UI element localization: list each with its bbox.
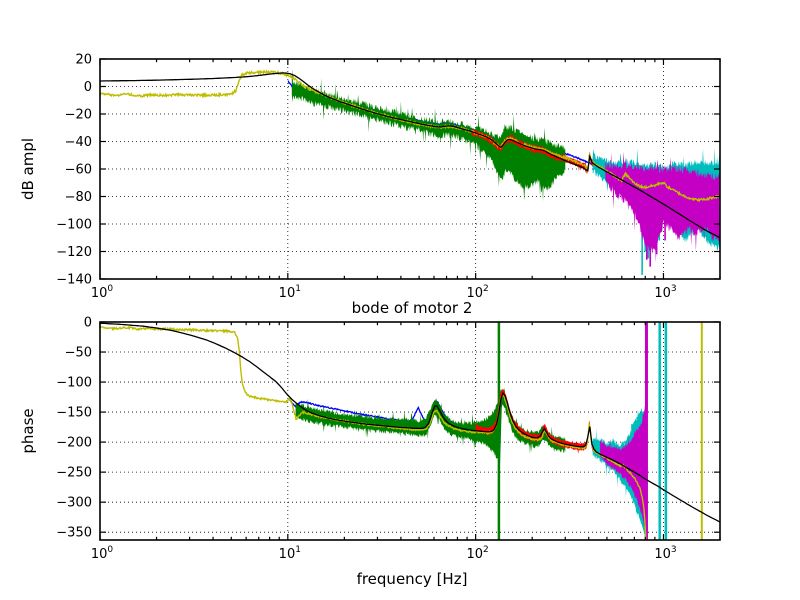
- magnitude-xtick-label: 102: [466, 284, 488, 301]
- phase-ticks: [99, 321, 721, 540]
- magnitude-axis-label: dB ampl: [19, 138, 37, 200]
- phase-ytick-label: −150: [56, 406, 92, 421]
- magnitude-ytick-label: −40: [65, 135, 92, 150]
- phase-xtick-label: 101: [279, 545, 301, 562]
- phase-ytick-label: −50: [65, 346, 92, 361]
- phase-series-run-magenta: [600, 322, 648, 540]
- magnitude-ytick-label: −60: [65, 163, 92, 178]
- chart-title: bode of motor 2: [352, 299, 473, 317]
- magnitude-series-run-magenta: [605, 151, 720, 267]
- phase-ytick-label: −200: [56, 436, 92, 451]
- magnitude-ytick-label: −100: [56, 218, 92, 233]
- magnitude-ytick-label: 20: [75, 53, 92, 68]
- magnitude-xtick-label: 100: [91, 284, 114, 301]
- x-axis-label: frequency [Hz]: [357, 570, 468, 588]
- phase-ytick-label: −100: [56, 376, 92, 391]
- phase-xtick-label: 100: [91, 545, 114, 562]
- phase-ytick-label: −300: [56, 496, 92, 511]
- phase-series-run-cyan: [592, 322, 668, 540]
- phase-spines: [99, 321, 721, 541]
- phase-series-run-green: [295, 322, 566, 540]
- phase-ytick-label: −250: [56, 466, 92, 481]
- magnitude-series-model-black: [100, 72, 720, 239]
- phase-xtick-label: 102: [466, 545, 488, 562]
- magnitude-ytick-label: −20: [65, 108, 92, 123]
- phase-series-model-black: [100, 322, 720, 523]
- magnitude-ytick-label: −140: [56, 273, 92, 288]
- phase-ytick-label: −350: [56, 526, 92, 541]
- phase-xtick-label: 103: [654, 545, 676, 562]
- magnitude-ytick-label: −80: [65, 190, 92, 205]
- magnitude-series-run-green: [291, 69, 566, 202]
- phase-ytick-label: 0: [84, 316, 92, 331]
- phase-axis-label: phase: [19, 408, 37, 453]
- magnitude-ytick-label: 0: [84, 80, 92, 95]
- magnitude-ytick-label: −120: [56, 245, 92, 260]
- phase-series-run-yellow: [100, 322, 703, 540]
- magnitude-ticks: [99, 58, 721, 280]
- phase-plot: 0 −50 −100 −150 −200 −250 −300 −350 100 101 102 103…: [19, 316, 721, 562]
- magnitude-xtick-label: 103: [654, 284, 676, 301]
- magnitude-xtick-label: 101: [279, 284, 301, 301]
